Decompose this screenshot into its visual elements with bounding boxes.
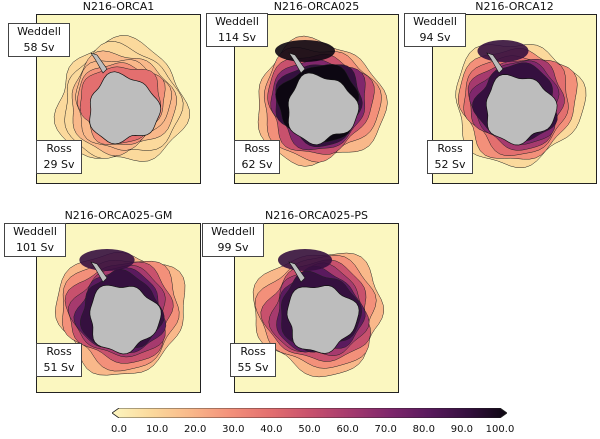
weddell-name: Weddell	[215, 15, 259, 28]
weddell-gyre-core	[275, 40, 335, 62]
map-orca12	[432, 14, 597, 184]
colorbar-tick-label: 100.0	[485, 424, 515, 435]
colorbar	[112, 408, 507, 418]
antarctic-peninsula	[288, 52, 306, 74]
colorbar-tick-label: 0.0	[111, 424, 127, 435]
antarctic-peninsula	[486, 52, 504, 74]
map-orca025gm	[36, 223, 201, 393]
antarctica-landmass	[287, 72, 360, 146]
weddell-value: 101 Sv	[16, 241, 54, 254]
panel-title: N216-ORCA025-PS	[264, 209, 369, 222]
ross-value: 55 Sv	[237, 361, 269, 374]
weddell-label: Weddell 58 Sv	[8, 23, 70, 57]
weddell-name: Weddell	[211, 225, 255, 238]
weddell-label: Weddell 99 Sv	[202, 223, 264, 257]
weddell-label: Weddell 94 Sv	[404, 13, 466, 47]
colorbar-bar	[112, 408, 507, 418]
ross-name: Ross	[437, 142, 463, 155]
colorbar-tick-label: 30.0	[222, 424, 245, 435]
colorbar-tick-label: 50.0	[298, 424, 321, 435]
antarctica-landmass	[286, 285, 360, 354]
weddell-gyre-core	[79, 249, 135, 271]
ross-label: Ross 29 Sv	[36, 140, 82, 174]
ross-value: 51 Sv	[43, 361, 75, 374]
ross-label: Ross 62 Sv	[234, 140, 280, 174]
antarctica-landmass	[89, 71, 162, 145]
antarctica-landmass	[485, 74, 558, 146]
weddell-label: Weddell 101 Sv	[4, 223, 66, 257]
ross-label: Ross 55 Sv	[230, 343, 276, 377]
colorbar-tick-label: 90.0	[450, 424, 474, 435]
weddell-gyre-core	[278, 249, 332, 271]
map-svg	[37, 15, 200, 183]
ross-value: 29 Sv	[43, 158, 75, 171]
antarctic-peninsula	[90, 261, 108, 283]
panel-title: N216-ORCA025	[273, 0, 360, 13]
panel-orca1: N216-ORCA1	[36, 0, 201, 184]
ross-name: Ross	[46, 142, 72, 155]
colorbar-tick-label: 40.0	[260, 424, 283, 435]
panel-orca12: N216-ORCA12	[432, 0, 597, 184]
map-orca1	[36, 14, 201, 184]
ross-name: Ross	[240, 345, 266, 358]
ross-name: Ross	[46, 345, 72, 358]
panel-orca025gm: N216-ORCA025-GM	[36, 209, 201, 393]
panel-orca025ps: N216-ORCA025-PS	[234, 209, 399, 393]
weddell-value: 94 Sv	[419, 31, 451, 44]
colorbar-tick-label: 70.0	[374, 424, 397, 435]
colorbar-tick-label: 20.0	[184, 424, 207, 435]
ross-label: Ross 52 Sv	[427, 140, 473, 174]
antarctic-peninsula	[90, 52, 108, 74]
colorbar-tick-label: 60.0	[336, 424, 359, 435]
colorbar-tick-label: 10.0	[145, 424, 169, 435]
weddell-value: 99 Sv	[217, 241, 249, 254]
weddell-name: Weddell	[13, 225, 57, 238]
map-svg	[37, 224, 200, 392]
weddell-label: Weddell 114 Sv	[206, 13, 268, 47]
ross-value: 62 Sv	[241, 158, 273, 171]
antarctic-peninsula	[288, 261, 306, 283]
weddell-value: 114 Sv	[218, 31, 256, 44]
weddell-value: 58 Sv	[23, 41, 55, 54]
map-svg	[433, 15, 596, 183]
weddell-gyre-core	[477, 40, 529, 62]
ross-label: Ross 51 Sv	[36, 343, 82, 377]
colorbar-tick-label: 80.0	[412, 424, 435, 435]
panel-title: N216-ORCA12	[475, 0, 554, 13]
weddell-name: Weddell	[413, 15, 457, 28]
weddell-name: Weddell	[17, 25, 61, 38]
antarctica-landmass	[89, 284, 162, 355]
ross-value: 52 Sv	[434, 158, 466, 171]
panel-title: N216-ORCA1	[82, 0, 155, 13]
map-svg	[235, 224, 398, 392]
ross-name: Ross	[244, 142, 270, 155]
panel-title: N216-ORCA025-GM	[64, 209, 173, 222]
map-orca025ps	[234, 223, 399, 393]
